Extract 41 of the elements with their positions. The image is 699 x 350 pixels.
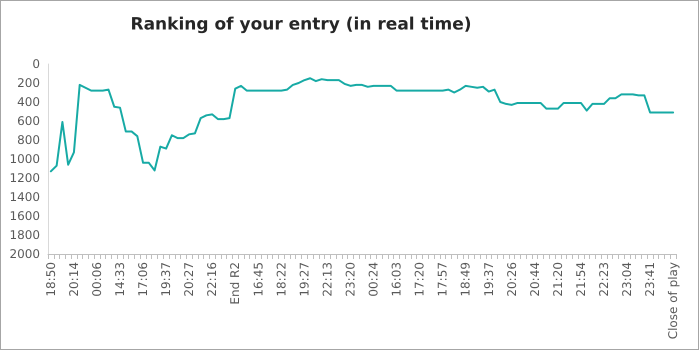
x-tick-label: 18:49: [458, 262, 473, 297]
y-tick-label: 1200: [9, 171, 40, 185]
y-tick-label: 600: [17, 114, 40, 128]
x-tick-label: 19:37: [159, 262, 174, 297]
x-tick-label: 21:54: [574, 262, 588, 297]
x-tick-label: 23:20: [343, 262, 358, 297]
line-series: [50, 77, 674, 172]
x-tick-label: 14:33: [113, 262, 128, 297]
y-tick-label: 800: [17, 133, 40, 147]
y-tick-label: 1000: [9, 152, 40, 166]
x-tick-label: 19:37: [482, 262, 496, 297]
x-tick-label: End R2: [228, 262, 242, 305]
y-tick-label: 2000: [9, 247, 40, 261]
x-tick-label: 17:20: [412, 262, 427, 297]
chart-title: Ranking of your entry (in real time): [130, 14, 472, 34]
x-tick-label: 18:22: [274, 262, 288, 297]
x-tick-label: 21:20: [550, 262, 565, 297]
y-tick-label: 400: [17, 95, 40, 109]
x-tick-label: 00:24: [366, 262, 381, 297]
x-tick-label: 16:03: [390, 262, 404, 297]
x-tick-label: 22:13: [320, 262, 334, 297]
x-tick-label: Close of play: [666, 262, 680, 340]
y-tick-label: 1600: [9, 209, 40, 223]
x-tick-label: 16:45: [251, 262, 266, 297]
y-tick-label: 0: [32, 57, 40, 71]
y-tick-label: 200: [17, 76, 40, 90]
y-tick-label: 1400: [9, 190, 40, 204]
x-tick-label: 18:50: [44, 262, 58, 297]
x-tick-label: 20:14: [66, 262, 81, 297]
x-tick-label: 23:04: [620, 262, 634, 297]
x-tick-label: 20:26: [504, 262, 519, 297]
x-tick-label: 00:06: [90, 262, 104, 297]
x-tick-label: 22:16: [205, 262, 220, 297]
x-tick-label: 23:41: [643, 262, 658, 297]
x-tick-label: 17:57: [436, 262, 450, 297]
x-tick-label: 19:27: [297, 262, 312, 297]
y-tick-label: 1800: [9, 228, 40, 242]
x-tick-label: 22:23: [596, 262, 611, 297]
x-tick-label: 20:44: [528, 262, 542, 297]
x-tick-label: 20:27: [182, 262, 196, 297]
x-tick-label: 17:06: [136, 262, 150, 297]
